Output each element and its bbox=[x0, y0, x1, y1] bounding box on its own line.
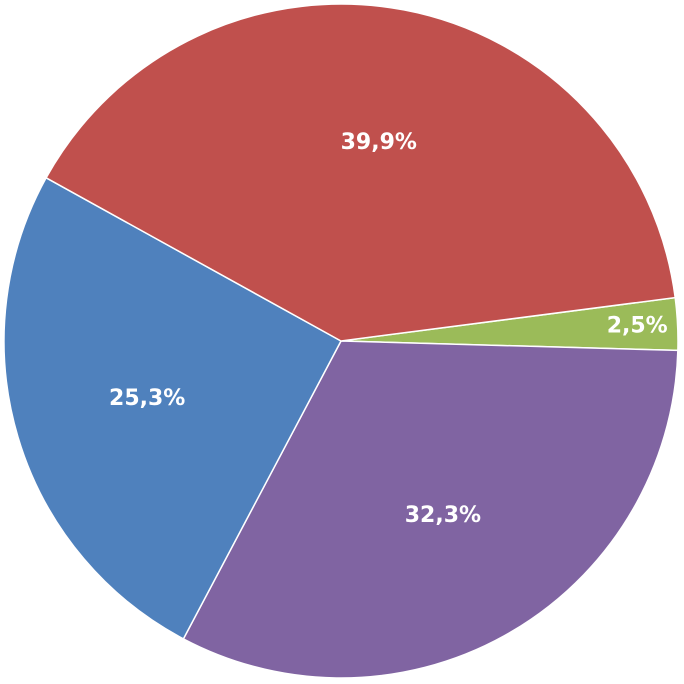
pie-slice-3 bbox=[45, 3, 677, 342]
pie-slice-2 bbox=[3, 176, 343, 640]
pie-slice-label-2: 25,3% bbox=[109, 386, 185, 411]
labels-layer: 2,5% 32,3% 25,3% 39,9% bbox=[109, 130, 668, 528]
pie-slice-1 bbox=[182, 340, 679, 679]
slices-layer bbox=[3, 3, 679, 679]
pie-slice-label-1: 32,3% bbox=[405, 503, 481, 528]
pie-slice-label-3: 39,9% bbox=[341, 130, 417, 155]
pie-slice-label-0: 2,5% bbox=[607, 314, 668, 339]
